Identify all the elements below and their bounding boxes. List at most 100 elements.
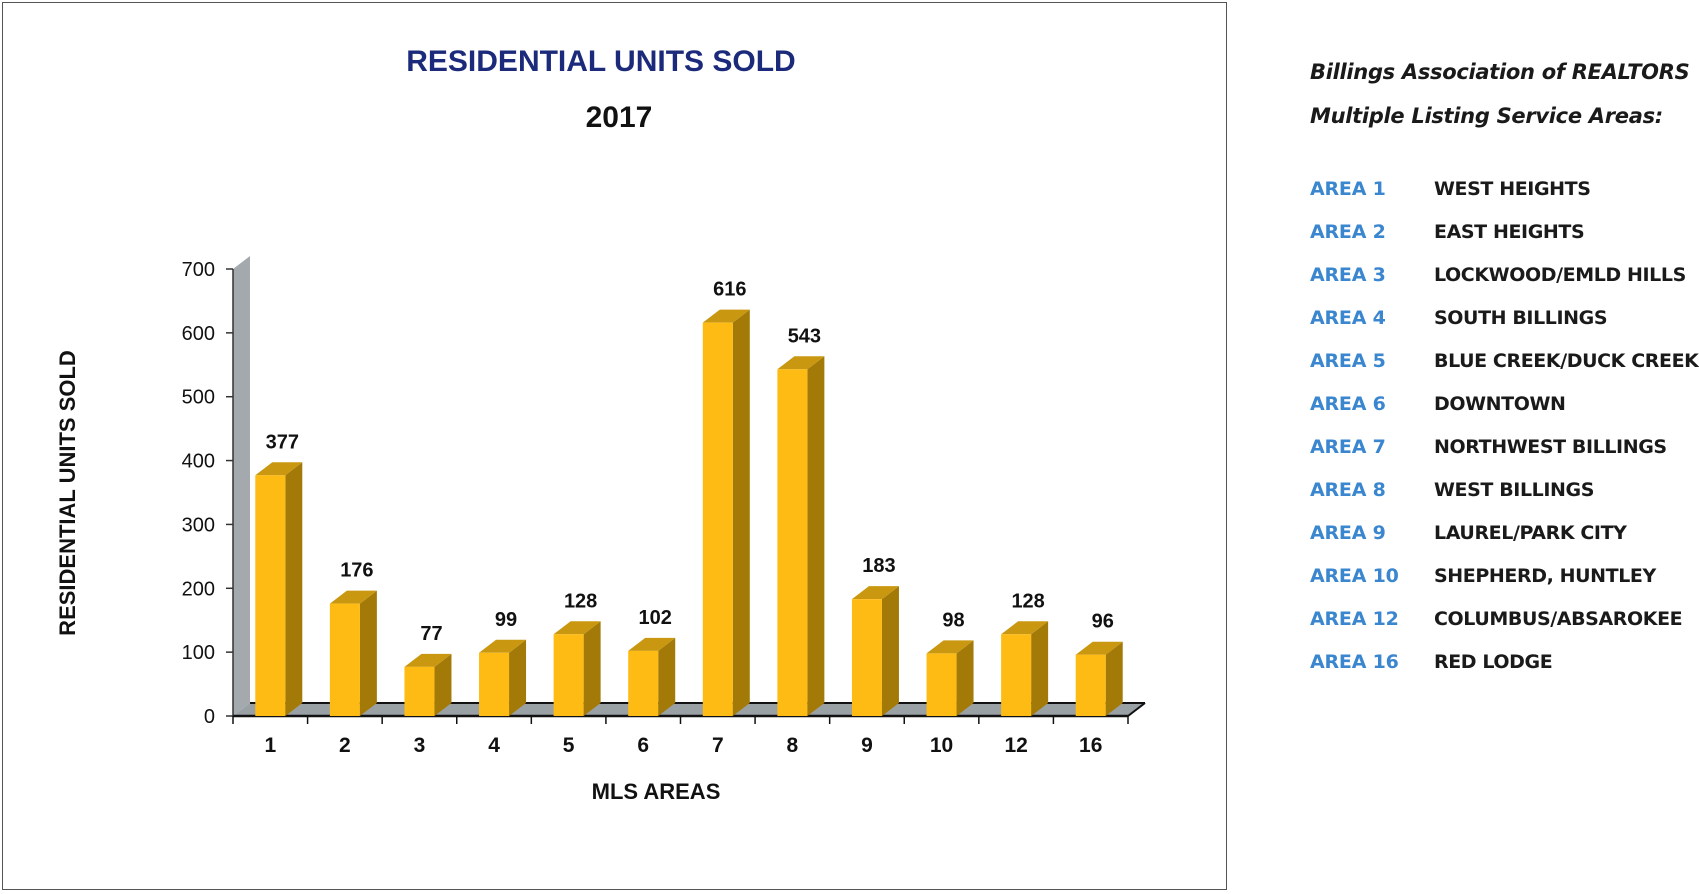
bar-top [851,586,899,600]
bar [926,653,957,716]
legend-area-name: EAST HEIGHTS [1434,221,1585,243]
legend-area-code: AREA 7 [1310,436,1386,458]
legend-item: AREA 10 SHEPHERD, HUNTLEY [1310,565,1695,608]
data-label: 176 [340,560,373,582]
bar [553,634,584,716]
bar-side [658,637,676,716]
bar-side [285,462,303,716]
bar-side [1105,641,1123,716]
bar-top [777,356,825,370]
legend-item: AREA 8 WEST BILLINGS [1310,479,1695,522]
bar-side [881,586,899,716]
legend-area-name: RED LODGE [1434,651,1553,673]
legend-area-name: DOWNTOWN [1434,393,1566,415]
y-tick-label: 400 [182,451,215,473]
x-tick-label: 10 [930,734,953,757]
legend-area-code: AREA 16 [1310,651,1399,673]
legend-area-code: AREA 6 [1310,393,1386,415]
x-tick-label: 12 [1004,734,1027,757]
legend-area-code: AREA 4 [1310,307,1386,329]
x-tick-label: 1 [264,734,276,757]
data-label: 77 [420,623,442,645]
legend-area-name: COLUMBUS/ABSAROKEE [1434,608,1683,630]
data-label: 128 [1011,590,1044,612]
data-label: 128 [564,590,597,612]
y-tick-label: 600 [182,323,215,345]
x-tick-label: 3 [414,734,426,757]
legend-item: AREA 16 RED LODGE [1310,651,1695,694]
bar-chart: RESIDENTIAL UNITS SOLD 2017 RESIDENTIAL … [55,45,1146,804]
legend-list: AREA 1 WEST HEIGHTS AREA 2 EAST HEIGHTS AREA… [1310,178,1699,694]
legend-item: AREA 4 SOUTH BILLINGS [1310,307,1695,350]
data-label: 102 [639,607,672,629]
y-tick-label: 200 [182,578,215,600]
x-tick-label: 6 [637,734,649,757]
legend-item: AREA 2 EAST HEIGHTS [1310,221,1695,264]
legend-area-name: LOCKWOOD/EMLD HILLS [1434,264,1686,286]
legend-item: AREA 9 LAUREL/PARK CITY [1310,522,1695,565]
bar-side [1031,621,1049,716]
legend-area-name: LAUREL/PARK CITY [1434,522,1627,544]
bar-side [359,590,377,716]
x-axis-label: MLS AREAS [592,779,721,804]
data-label: 98 [942,609,964,631]
bar-side [732,309,750,716]
y-tick-label: 500 [182,387,215,409]
bar-top [926,640,974,654]
bar-top [1075,641,1123,655]
x-tick-label: 8 [787,734,799,757]
data-label: 96 [1092,611,1114,633]
chart-panel: RESIDENTIAL UNITS SOLD 2017 RESIDENTIAL … [2,2,1227,890]
legend-area-code: AREA 3 [1310,264,1386,286]
x-tick-label: 7 [712,734,724,757]
bar [255,475,286,716]
bar [702,322,733,716]
data-label: 616 [713,279,746,301]
floor [233,703,1145,716]
legend-item: AREA 3 LOCKWOOD/EMLD HILLS [1310,264,1695,307]
legend-area-code: AREA 5 [1310,350,1386,372]
y-axis-label: RESIDENTIAL UNITS SOLD [55,350,80,636]
bar-side [807,356,825,716]
bar [1075,654,1106,716]
data-label: 377 [266,431,299,453]
chart-subtitle: 2017 [586,101,653,134]
bar-top [404,653,452,667]
legend-area-code: AREA 12 [1310,608,1399,630]
bar [628,650,659,716]
bar-side [434,653,452,716]
floor-side-edge [1127,702,1146,717]
bar-top [628,637,676,651]
bar-side [509,639,527,716]
bar [1001,634,1032,716]
legend-area-code: AREA 9 [1310,522,1386,544]
bar [479,652,510,716]
plot-area: 0100200300400500600700377117627739941285… [182,256,1146,757]
y-tick-label: 100 [182,642,215,664]
y-tick-label: 700 [182,259,215,281]
legend-area-name: WEST BILLINGS [1434,479,1595,501]
legend-area-code: AREA 8 [1310,479,1386,501]
legend-area-code: AREA 10 [1310,565,1399,587]
legend-item: AREA 1 WEST HEIGHTS [1310,178,1695,221]
legend-area-code: AREA 2 [1310,221,1386,243]
legend-item: AREA 7 NORTHWEST BILLINGS [1310,436,1695,479]
bar-top [553,621,601,635]
bar-side [583,621,601,716]
legend-heading-line2: Multiple Listing Service Areas: [1310,104,1663,128]
data-label: 99 [495,609,517,631]
y-tick-label: 0 [204,706,215,728]
bar-top [702,309,750,323]
legend-item: AREA 5 BLUE CREEK/DUCK CREEK [1310,350,1699,393]
legend-area-name: SHEPHERD, HUNTLEY [1434,565,1656,587]
legend-area-code: AREA 1 [1310,178,1386,200]
x-tick-label: 9 [861,734,873,757]
bar-top [329,590,377,604]
y-tick-label: 300 [182,514,215,536]
data-label: 543 [788,325,821,347]
data-label: 183 [862,555,895,577]
legend-heading-line1: Billings Association of REALTORS [1310,60,1690,84]
bar-top [255,462,303,476]
legend-item: AREA 6 DOWNTOWN [1310,393,1695,436]
bar [777,369,808,716]
